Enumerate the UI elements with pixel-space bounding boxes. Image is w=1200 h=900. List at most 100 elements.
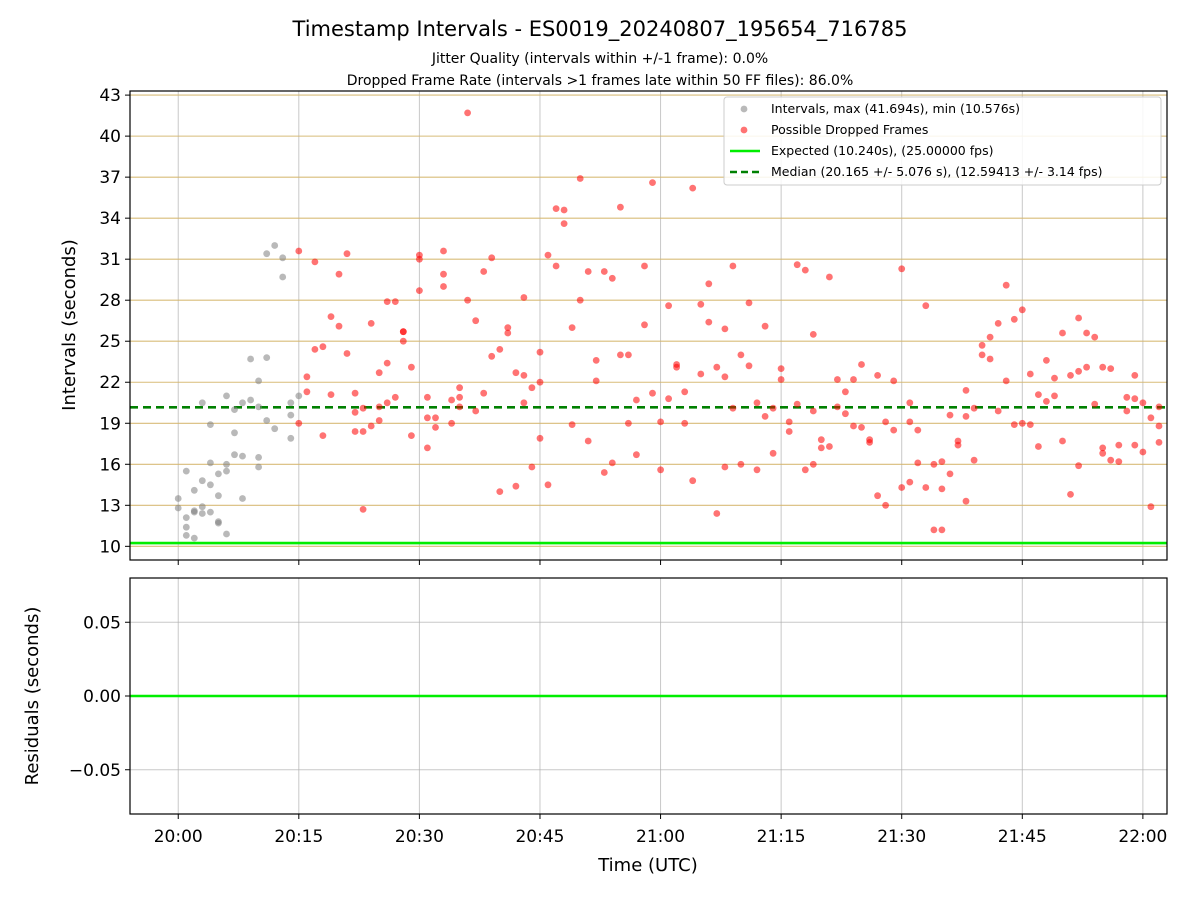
interval-point — [207, 481, 214, 489]
dropped-frame-point — [777, 365, 785, 372]
dropped-frame-point — [295, 419, 303, 427]
dropped-frame-point — [681, 388, 689, 396]
dropped-frame-point — [826, 443, 833, 450]
dropped-frame-point — [408, 432, 415, 439]
dropped-frame-point — [793, 400, 801, 408]
dropped-frame-point — [938, 458, 946, 465]
dropped-frame-point — [576, 175, 584, 182]
legend: Intervals, max (41.694s), min (10.576s) … — [723, 96, 1162, 186]
dropped-frame-point — [753, 399, 761, 407]
legend-label-intervals: Intervals, max (41.694s), min (10.576s) — [771, 101, 1020, 116]
dropped-frame-point — [351, 389, 359, 397]
dropped-frame-point — [858, 361, 865, 368]
dropped-frame-point — [496, 346, 504, 353]
dropped-frame-point — [809, 407, 817, 415]
interval-point — [231, 429, 238, 437]
dropped-frame-point — [536, 348, 544, 356]
dropped-frame-point — [383, 298, 391, 305]
dropped-frame-point — [552, 262, 560, 270]
dropped-frame-point — [399, 337, 407, 345]
dropped-frame-point — [745, 362, 753, 370]
x-tick-label: 22:00 — [1118, 827, 1167, 847]
dropped-frame-point — [351, 408, 359, 416]
dropped-frame-point — [311, 346, 319, 353]
dropped-frame-point — [391, 393, 399, 401]
dropped-frame-point — [986, 355, 994, 363]
dropped-frame-point — [504, 329, 512, 337]
dropped-frame-point — [753, 466, 761, 474]
dropped-frame-point — [729, 404, 737, 412]
dropped-frame-point — [681, 419, 689, 427]
dropped-frame-point — [375, 403, 383, 411]
dropped-frame-point — [898, 265, 906, 273]
interval-point — [198, 503, 206, 511]
intervals-plot: 10 13 16 19 22 25 28 31 34 37 40 43 Intervals (seco… — [59, 86, 1168, 565]
dropped-frame-point — [826, 273, 833, 281]
top-axes-frame — [129, 90, 1168, 561]
dropped-frame-point — [1018, 419, 1026, 427]
legend-marker-dropped — [740, 126, 748, 134]
dropped-frame-point — [1010, 315, 1018, 323]
dropped-frame-point — [721, 373, 729, 381]
dropped-frame-point — [1051, 392, 1058, 400]
dropped-frame-point — [448, 419, 455, 427]
dropped-frame-point — [890, 426, 898, 434]
top-y-tick-label: 10 — [99, 537, 121, 557]
top-y-axis-label: Intervals (seconds) — [59, 239, 80, 411]
dropped-frame-point — [633, 451, 640, 459]
bottom-y-tick-label: −0.05 — [69, 761, 121, 781]
dropped-frame-point — [335, 322, 343, 330]
dropped-frame-point — [1026, 421, 1034, 428]
dropped-frame-point — [1075, 462, 1082, 470]
dropped-frame-point — [512, 482, 520, 490]
interval-point — [255, 454, 262, 461]
interval-point — [207, 421, 214, 428]
interval-point — [223, 460, 230, 468]
x-tick-label: 21:00 — [636, 827, 685, 847]
interval-point — [215, 470, 222, 478]
dropped-frame-point — [617, 203, 624, 211]
dropped-frame-point — [761, 413, 769, 420]
dropped-frame-point — [665, 302, 672, 310]
bottom-y-tick-label: 0.05 — [83, 613, 121, 633]
dropped-frame-point — [769, 404, 777, 412]
dropped-frame-point — [408, 363, 415, 371]
dropped-frame-point — [689, 184, 697, 192]
dropped-frame-point — [801, 266, 809, 274]
top-horizontal-grid — [130, 94, 1167, 547]
dropped-frame-point — [938, 485, 946, 493]
dropped-frame-point — [769, 449, 777, 457]
dropped-frame-point — [1131, 441, 1139, 449]
dropped-frame-point — [1075, 367, 1082, 375]
dropped-frame-point — [1051, 374, 1058, 382]
dropped-frame-point — [906, 399, 914, 407]
dropped-frame-point — [801, 466, 809, 474]
dropped-frame-point — [817, 436, 825, 444]
dropped-frame-point — [456, 393, 463, 401]
dropped-frame-point — [375, 369, 383, 377]
dropped-frame-point — [536, 434, 544, 442]
dropped-frame-point — [1026, 370, 1034, 378]
legend-label-dropped: Possible Dropped Frames — [771, 122, 928, 137]
dropped-frame-point — [367, 422, 375, 430]
x-tick-label: 21:45 — [998, 827, 1047, 847]
dropped-frame-point — [1091, 400, 1099, 408]
dropped-frame-point — [520, 372, 528, 379]
dropped-frame-point — [560, 206, 568, 214]
interval-point — [239, 452, 246, 460]
chart-title: Timestamp Intervals - ES0019_20240807_19… — [292, 17, 908, 42]
dropped-frame-point — [930, 460, 938, 468]
dropped-frame-point — [737, 351, 745, 359]
dropped-frame-point — [319, 432, 327, 439]
x-tick-label: 21:15 — [757, 827, 806, 847]
dropped-frame-point — [1059, 329, 1066, 337]
interval-point — [174, 495, 182, 502]
dropped-frame-point — [327, 391, 335, 398]
interval-point — [279, 254, 287, 262]
dropped-frame-point — [1099, 449, 1107, 457]
dropped-frame-point — [359, 428, 367, 435]
dropped-frame-point — [1155, 422, 1163, 430]
top-y-tick-label: 22 — [99, 373, 121, 393]
dropped-frame-point — [335, 270, 343, 278]
interval-point — [223, 392, 230, 400]
